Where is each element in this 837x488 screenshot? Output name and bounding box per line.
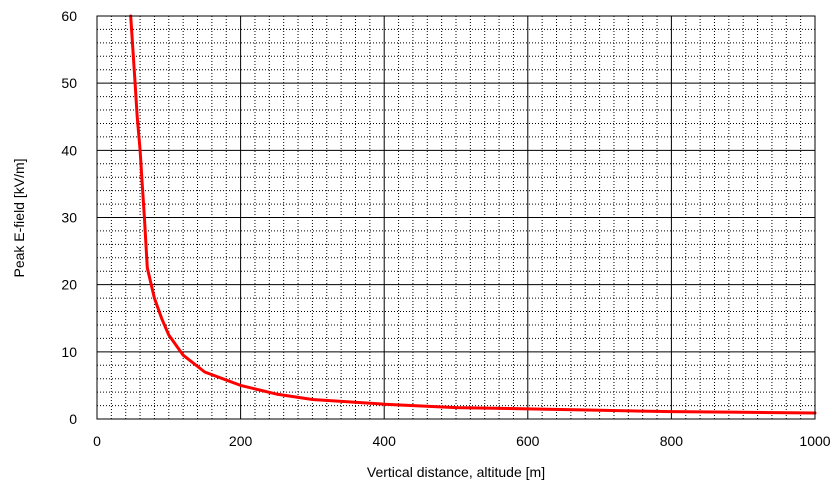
x-tick-labels: 0 200 400 600 800 1000 [93,433,831,449]
x-tick-label: 1000 [799,433,830,449]
y-tick-labels: 0 10 20 30 40 50 60 [61,8,77,427]
x-tick-label: 400 [373,433,397,449]
y-tick-label: 50 [61,75,77,91]
x-tick-label: 200 [229,433,253,449]
y-tick-label: 0 [69,411,77,427]
x-tick-label: 600 [516,433,540,449]
y-axis-label: Peak E-field [kV/m] [11,158,27,277]
y-tick-label: 30 [61,210,77,226]
plot-frame [96,15,816,420]
y-tick-label: 40 [61,142,77,158]
y-tick-label: 10 [61,344,77,360]
series-line [129,14,817,415]
x-axis-label: Vertical distance, altitude [m] [367,464,545,480]
y-tick-label: 60 [61,8,77,24]
series-layer [129,14,817,415]
x-tick-label: 800 [660,433,684,449]
major-grid [97,16,815,419]
y-tick-label: 20 [61,277,77,293]
x-tick-label: 0 [93,433,101,449]
